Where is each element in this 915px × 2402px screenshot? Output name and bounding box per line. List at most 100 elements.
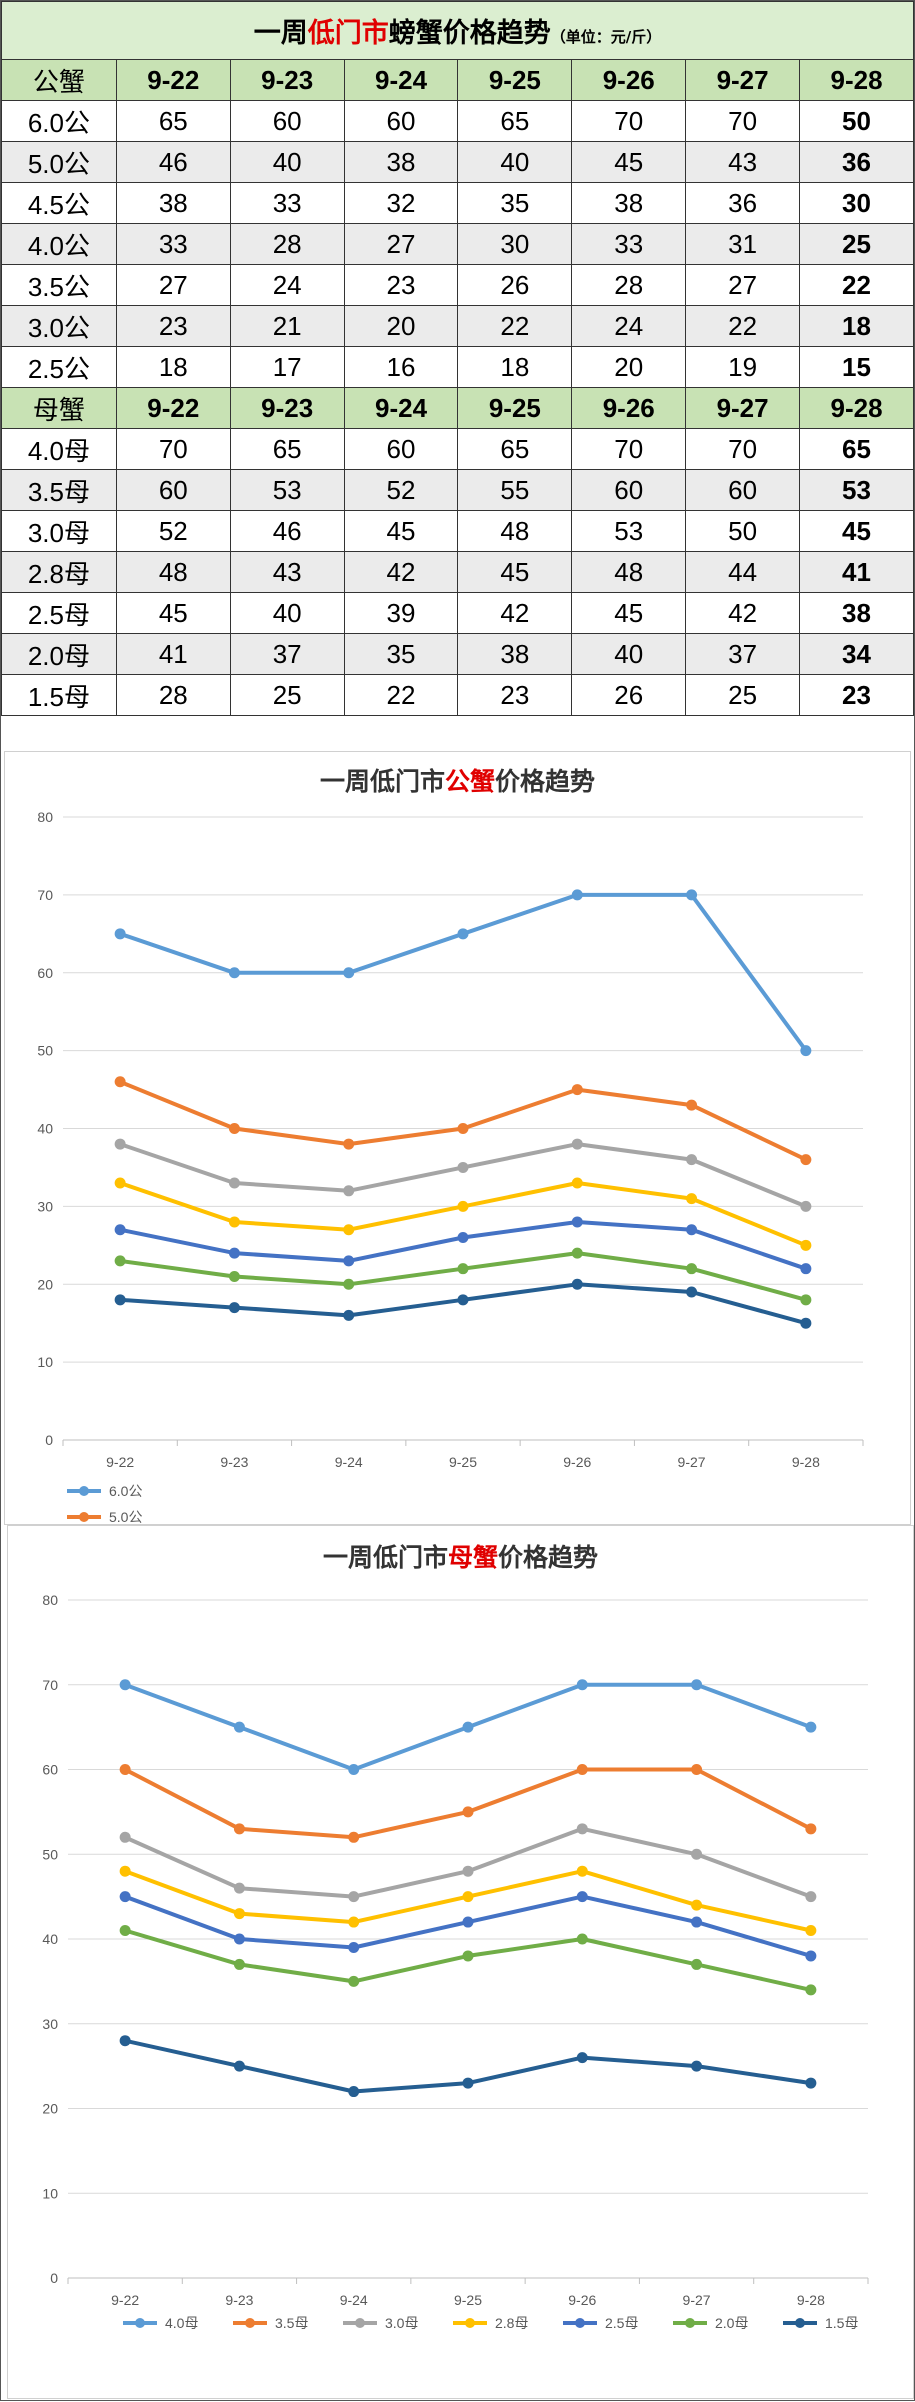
- female-date-header: 9-26: [571, 387, 687, 429]
- data-point: [800, 1239, 812, 1251]
- female-size-label: 2.0母: [1, 633, 117, 675]
- female-price-cell: 42: [685, 592, 801, 634]
- data-point: [457, 1263, 469, 1275]
- female-size-label: 3.5母: [1, 469, 117, 511]
- title-prefix: 一周: [253, 18, 308, 49]
- x-tick-label: 9-26: [563, 1454, 591, 1470]
- female-price-cell: 45: [457, 551, 573, 593]
- data-point: [348, 2086, 360, 2098]
- female-table-row: 2.5母 45 40 39 42 45 42 38: [1, 592, 914, 634]
- male-table-row: 5.0公 46 40 38 40 45 43 36: [1, 141, 914, 183]
- legend-label: 2.5母: [605, 2315, 638, 2331]
- female-price-cell: 44: [685, 551, 801, 593]
- male-table-row: 6.0公 65 60 60 65 70 70 50: [1, 100, 914, 142]
- male-price-cell: 33: [229, 182, 345, 224]
- data-point: [571, 1247, 583, 1259]
- data-point: [457, 928, 469, 940]
- female-price-cell: 65: [799, 428, 914, 470]
- legend-label: 3.0母: [385, 2315, 418, 2331]
- legend-label: 2.8母: [495, 2315, 528, 2331]
- male-date-header: 9-27: [685, 59, 801, 101]
- data-point: [800, 1294, 812, 1306]
- female-price-cell: 23: [457, 674, 573, 716]
- male-price-cell: 16: [343, 346, 459, 388]
- y-tick-label: 20: [42, 2101, 58, 2117]
- series-line: [119, 1251, 807, 1302]
- male-price-cell: 36: [799, 141, 914, 183]
- data-point: [686, 889, 698, 901]
- female-price-cell: 41: [115, 633, 231, 675]
- male-table-row: 2.5公 18 17 16 18 20 19 15: [1, 346, 914, 388]
- data-point: [343, 1309, 355, 1321]
- female-size-label: 3.0母: [1, 510, 117, 552]
- data-point: [343, 1185, 355, 1197]
- male-price-cell: 24: [229, 264, 345, 306]
- male-price-cell: 23: [343, 264, 459, 306]
- female-price-cell: 48: [115, 551, 231, 593]
- y-tick-label: 40: [42, 1931, 58, 1947]
- female-date-header: 9-23: [229, 387, 345, 429]
- male-price-cell: 18: [115, 346, 231, 388]
- data-point: [348, 1916, 360, 1928]
- data-point: [805, 1925, 817, 1937]
- male-price-cell: 70: [571, 100, 687, 142]
- y-tick-label: 30: [42, 2016, 58, 2032]
- data-point: [228, 1216, 240, 1228]
- male-price-cell: 35: [457, 182, 573, 224]
- y-tick-label: 70: [42, 1677, 58, 1693]
- male-price-cell: 70: [685, 100, 801, 142]
- series-line: [119, 1220, 807, 1271]
- female-price-cell: 25: [229, 674, 345, 716]
- y-tick-label: 60: [37, 965, 53, 981]
- male-size-label: 3.5公: [1, 264, 117, 306]
- data-point: [457, 1200, 469, 1212]
- y-tick-label: 10: [37, 1354, 53, 1370]
- female-price-cell: 48: [457, 510, 573, 552]
- series-line: [124, 1767, 812, 1840]
- female-chart-title-highlight: 母蟹: [447, 1543, 498, 1572]
- data-point: [462, 1916, 474, 1928]
- data-point: [576, 1679, 588, 1691]
- series-line: [124, 1826, 812, 1899]
- male-price-cell: 46: [115, 141, 231, 183]
- x-tick-label: 9-26: [568, 2292, 596, 2308]
- female-price-cell: 41: [799, 551, 914, 593]
- data-point: [119, 1831, 131, 1843]
- female-price-cell: 43: [229, 551, 345, 593]
- female-table-row: 1.5母 28 25 22 23 26 25 23: [1, 674, 914, 716]
- female-price-cell: 40: [571, 633, 687, 675]
- male-date-header: 9-22: [115, 59, 231, 101]
- female-price-cell: 53: [229, 469, 345, 511]
- male-chart-title-suffix: 价格趋势: [495, 767, 596, 796]
- x-tick-label: 9-27: [683, 2292, 711, 2308]
- legend-marker: [465, 2318, 475, 2328]
- male-price-cell: 21: [229, 305, 345, 347]
- data-point: [114, 1177, 126, 1189]
- male-price-cell: 30: [457, 223, 573, 265]
- table-title-row: 一周低门市螃蟹价格趋势（单位：元/斤）: [1, 1, 914, 60]
- data-point: [576, 2052, 588, 2064]
- legend-label: 6.0公: [109, 1483, 142, 1499]
- data-point: [691, 1764, 703, 1775]
- female-chart-title-prefix: 一周低门市: [322, 1543, 448, 1572]
- female-price-cell: 45: [343, 510, 459, 552]
- data-point: [348, 1975, 360, 1987]
- male-size-label: 4.5公: [1, 182, 117, 224]
- female-date-header: 9-22: [115, 387, 231, 429]
- female-date-header: 9-27: [685, 387, 801, 429]
- data-point: [462, 1806, 474, 1818]
- female-price-cell: 38: [799, 592, 914, 634]
- data-point: [686, 1286, 698, 1298]
- male-size-label: 2.5公: [1, 346, 117, 388]
- data-point: [233, 1958, 245, 1970]
- male-price-cell: 33: [115, 223, 231, 265]
- male-price-cell: 23: [115, 305, 231, 347]
- male-table-row: 4.0公 33 28 27 30 33 31 25: [1, 223, 914, 265]
- data-point: [800, 1200, 812, 1212]
- data-point: [805, 1950, 817, 1962]
- data-point: [686, 1224, 698, 1236]
- data-point: [114, 1138, 126, 1150]
- data-point: [691, 2060, 703, 2072]
- x-tick-label: 9-28: [792, 1454, 820, 1470]
